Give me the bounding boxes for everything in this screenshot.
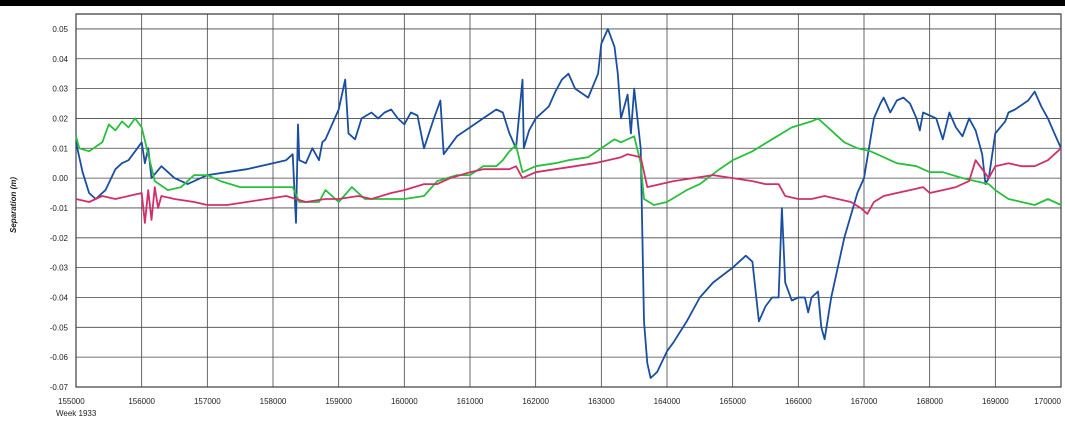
y-tick-label: 0.04 (52, 55, 68, 64)
y-tick-label: 0.03 (52, 85, 68, 94)
x-tick-label: 164000 (654, 397, 681, 406)
plot-background (75, 13, 1062, 388)
y-tick-label: -0.04 (50, 293, 69, 302)
window-top-bar (0, 0, 1065, 6)
x-tick-label: 163000 (588, 397, 615, 406)
x-tick-label: 157000 (194, 397, 221, 406)
x-tick-labels: 155000 156000 157000 158000 159000 160000 1610… (58, 397, 1062, 406)
week-label: Week 1933 (56, 409, 97, 418)
y-tick-label: 0.01 (52, 144, 68, 153)
grid-lines (75, 14, 1062, 388)
y-tick-label: -0.01 (50, 204, 69, 213)
x-tick-label: 170000 (1034, 397, 1061, 406)
x-tick-label: 165000 (719, 397, 746, 406)
x-tick-label: 160000 (391, 397, 418, 406)
y-tick-label: -0.06 (50, 353, 69, 362)
x-tick-label: 162000 (522, 397, 549, 406)
y-tick-labels: 0.05 0.04 0.03 0.02 0.01 0.00 -0.01 -0.02 -0.03 -… (50, 25, 69, 392)
y-axis-label: Separation (m) (9, 177, 18, 233)
x-tick-label: 166000 (785, 397, 812, 406)
series-line-2 (75, 117, 1062, 206)
y-tick-label: 0.05 (52, 25, 68, 34)
y-tick-label: -0.02 (50, 234, 69, 243)
y-tick-label: 0.02 (52, 114, 68, 123)
series-line-3 (75, 147, 1062, 224)
y-tick-label: 0.00 (52, 174, 68, 183)
x-tick-label: 155000 (58, 397, 85, 406)
series-lines (75, 28, 1062, 379)
series-line-1 (75, 28, 1062, 379)
x-tick-label: 158000 (260, 397, 287, 406)
x-tick-label: 156000 (128, 397, 155, 406)
y-tick-label: -0.03 (50, 264, 69, 273)
x-tick-label: 159000 (325, 397, 352, 406)
x-tick-label: 168000 (916, 397, 943, 406)
x-tick-label: 167000 (851, 397, 878, 406)
y-tick-label: -0.07 (50, 383, 69, 392)
y-tick-label: -0.05 (50, 323, 69, 332)
x-tick-label: 161000 (457, 397, 484, 406)
x-tick-label: 169000 (982, 397, 1009, 406)
